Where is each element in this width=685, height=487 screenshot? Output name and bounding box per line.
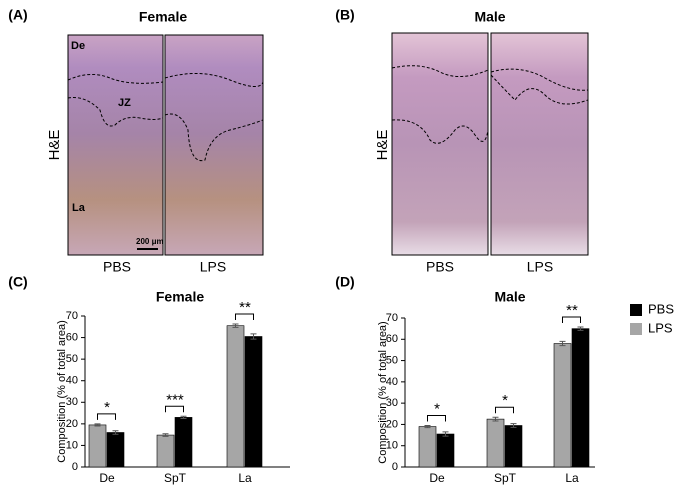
y-tick-label: 40	[66, 375, 78, 387]
image-annotation: La	[72, 202, 86, 214]
error-bar	[510, 423, 517, 428]
histology-image	[67, 34, 164, 256]
y-tick-label: 70	[386, 312, 398, 324]
error-bar	[424, 424, 431, 429]
error-bar	[94, 423, 101, 427]
error-bar	[442, 431, 449, 437]
column-label: LPS	[527, 259, 553, 275]
column-label: LPS	[200, 259, 226, 275]
panel-label: (A)	[8, 7, 27, 23]
error-bar	[559, 340, 566, 347]
legend-label: LPS	[648, 320, 673, 335]
panel-label: (C)	[8, 274, 27, 290]
error-bar	[250, 333, 257, 340]
bar	[156, 434, 175, 468]
boundary	[391, 65, 589, 91]
panel-title: Female	[139, 9, 187, 25]
bar	[106, 432, 125, 468]
x-tick-label: SpT	[164, 471, 187, 485]
significance-bracket	[235, 313, 254, 320]
y-tick-label: 60	[66, 331, 78, 343]
significance-bracket	[562, 316, 581, 323]
legend-swatch	[630, 323, 642, 335]
panel-label: (B)	[335, 7, 354, 23]
y-tick-label: 40	[386, 376, 398, 388]
bar	[504, 425, 523, 468]
significance-label: **	[239, 299, 251, 316]
image-annotation: JZ	[118, 97, 131, 109]
bar	[436, 433, 455, 468]
column-label: PBS	[103, 259, 131, 275]
error-bar	[232, 323, 239, 328]
y-tick-label: 30	[386, 397, 398, 409]
y-tick-label: 50	[66, 353, 78, 365]
legend-label: PBS	[648, 301, 674, 316]
error-bar	[112, 430, 119, 435]
x-tick-label: La	[238, 471, 252, 485]
row-label: H&E	[374, 130, 391, 161]
y-tick-label: 20	[386, 418, 398, 430]
error-bar	[577, 326, 584, 331]
y-tick-label: 70	[66, 310, 78, 322]
error-bar	[492, 416, 499, 422]
x-tick-label: SpT	[494, 471, 517, 485]
error-bar	[162, 433, 169, 437]
chart-title: Female	[156, 289, 204, 305]
panel-label: (D)	[335, 274, 354, 290]
y-tick-label: 20	[66, 418, 78, 430]
y-tick-label: 0	[72, 461, 78, 473]
bar	[418, 426, 437, 468]
significance-label: **	[566, 302, 578, 319]
image-annotation: 200 μm	[136, 237, 164, 246]
histology-image	[164, 34, 264, 256]
legend-swatch	[630, 304, 642, 316]
significance-bracket	[427, 414, 446, 422]
boundary	[67, 97, 264, 162]
y-tick-label: 0	[392, 461, 398, 473]
boundary	[67, 72, 264, 87]
y-tick-label: 50	[386, 354, 398, 366]
significance-label: ***	[166, 391, 184, 408]
histology-image	[391, 32, 489, 256]
error-bar	[180, 415, 187, 419]
panel-title: Male	[474, 9, 505, 25]
boundary	[391, 74, 589, 144]
chart-title: Male	[494, 289, 525, 305]
significance-bracket	[97, 413, 116, 420]
bar	[244, 336, 263, 468]
x-tick-label: De	[99, 471, 115, 485]
y-tick-label: 10	[386, 440, 398, 452]
significance-label: *	[502, 392, 508, 409]
y-tick-label: 10	[66, 439, 78, 451]
y-tick-label: 30	[66, 396, 78, 408]
bar	[486, 418, 505, 468]
bar	[571, 328, 590, 468]
x-tick-label: La	[565, 471, 579, 485]
significance-label: *	[104, 399, 110, 416]
column-label: PBS	[426, 259, 454, 275]
x-tick-label: De	[429, 471, 445, 485]
significance-label: *	[434, 400, 440, 417]
image-annotation: De	[71, 40, 85, 52]
histology-image	[490, 32, 589, 256]
bar	[226, 325, 245, 468]
row-label: H&E	[46, 130, 63, 161]
bar	[88, 424, 107, 468]
significance-bracket	[495, 406, 514, 414]
bar	[174, 417, 193, 468]
significance-bracket	[165, 405, 184, 413]
bar	[553, 343, 572, 468]
y-axis-label: Composition (% of total area)	[377, 321, 389, 463]
y-axis-label: Composition (% of total area)	[56, 320, 68, 462]
y-tick-label: 60	[386, 333, 398, 345]
